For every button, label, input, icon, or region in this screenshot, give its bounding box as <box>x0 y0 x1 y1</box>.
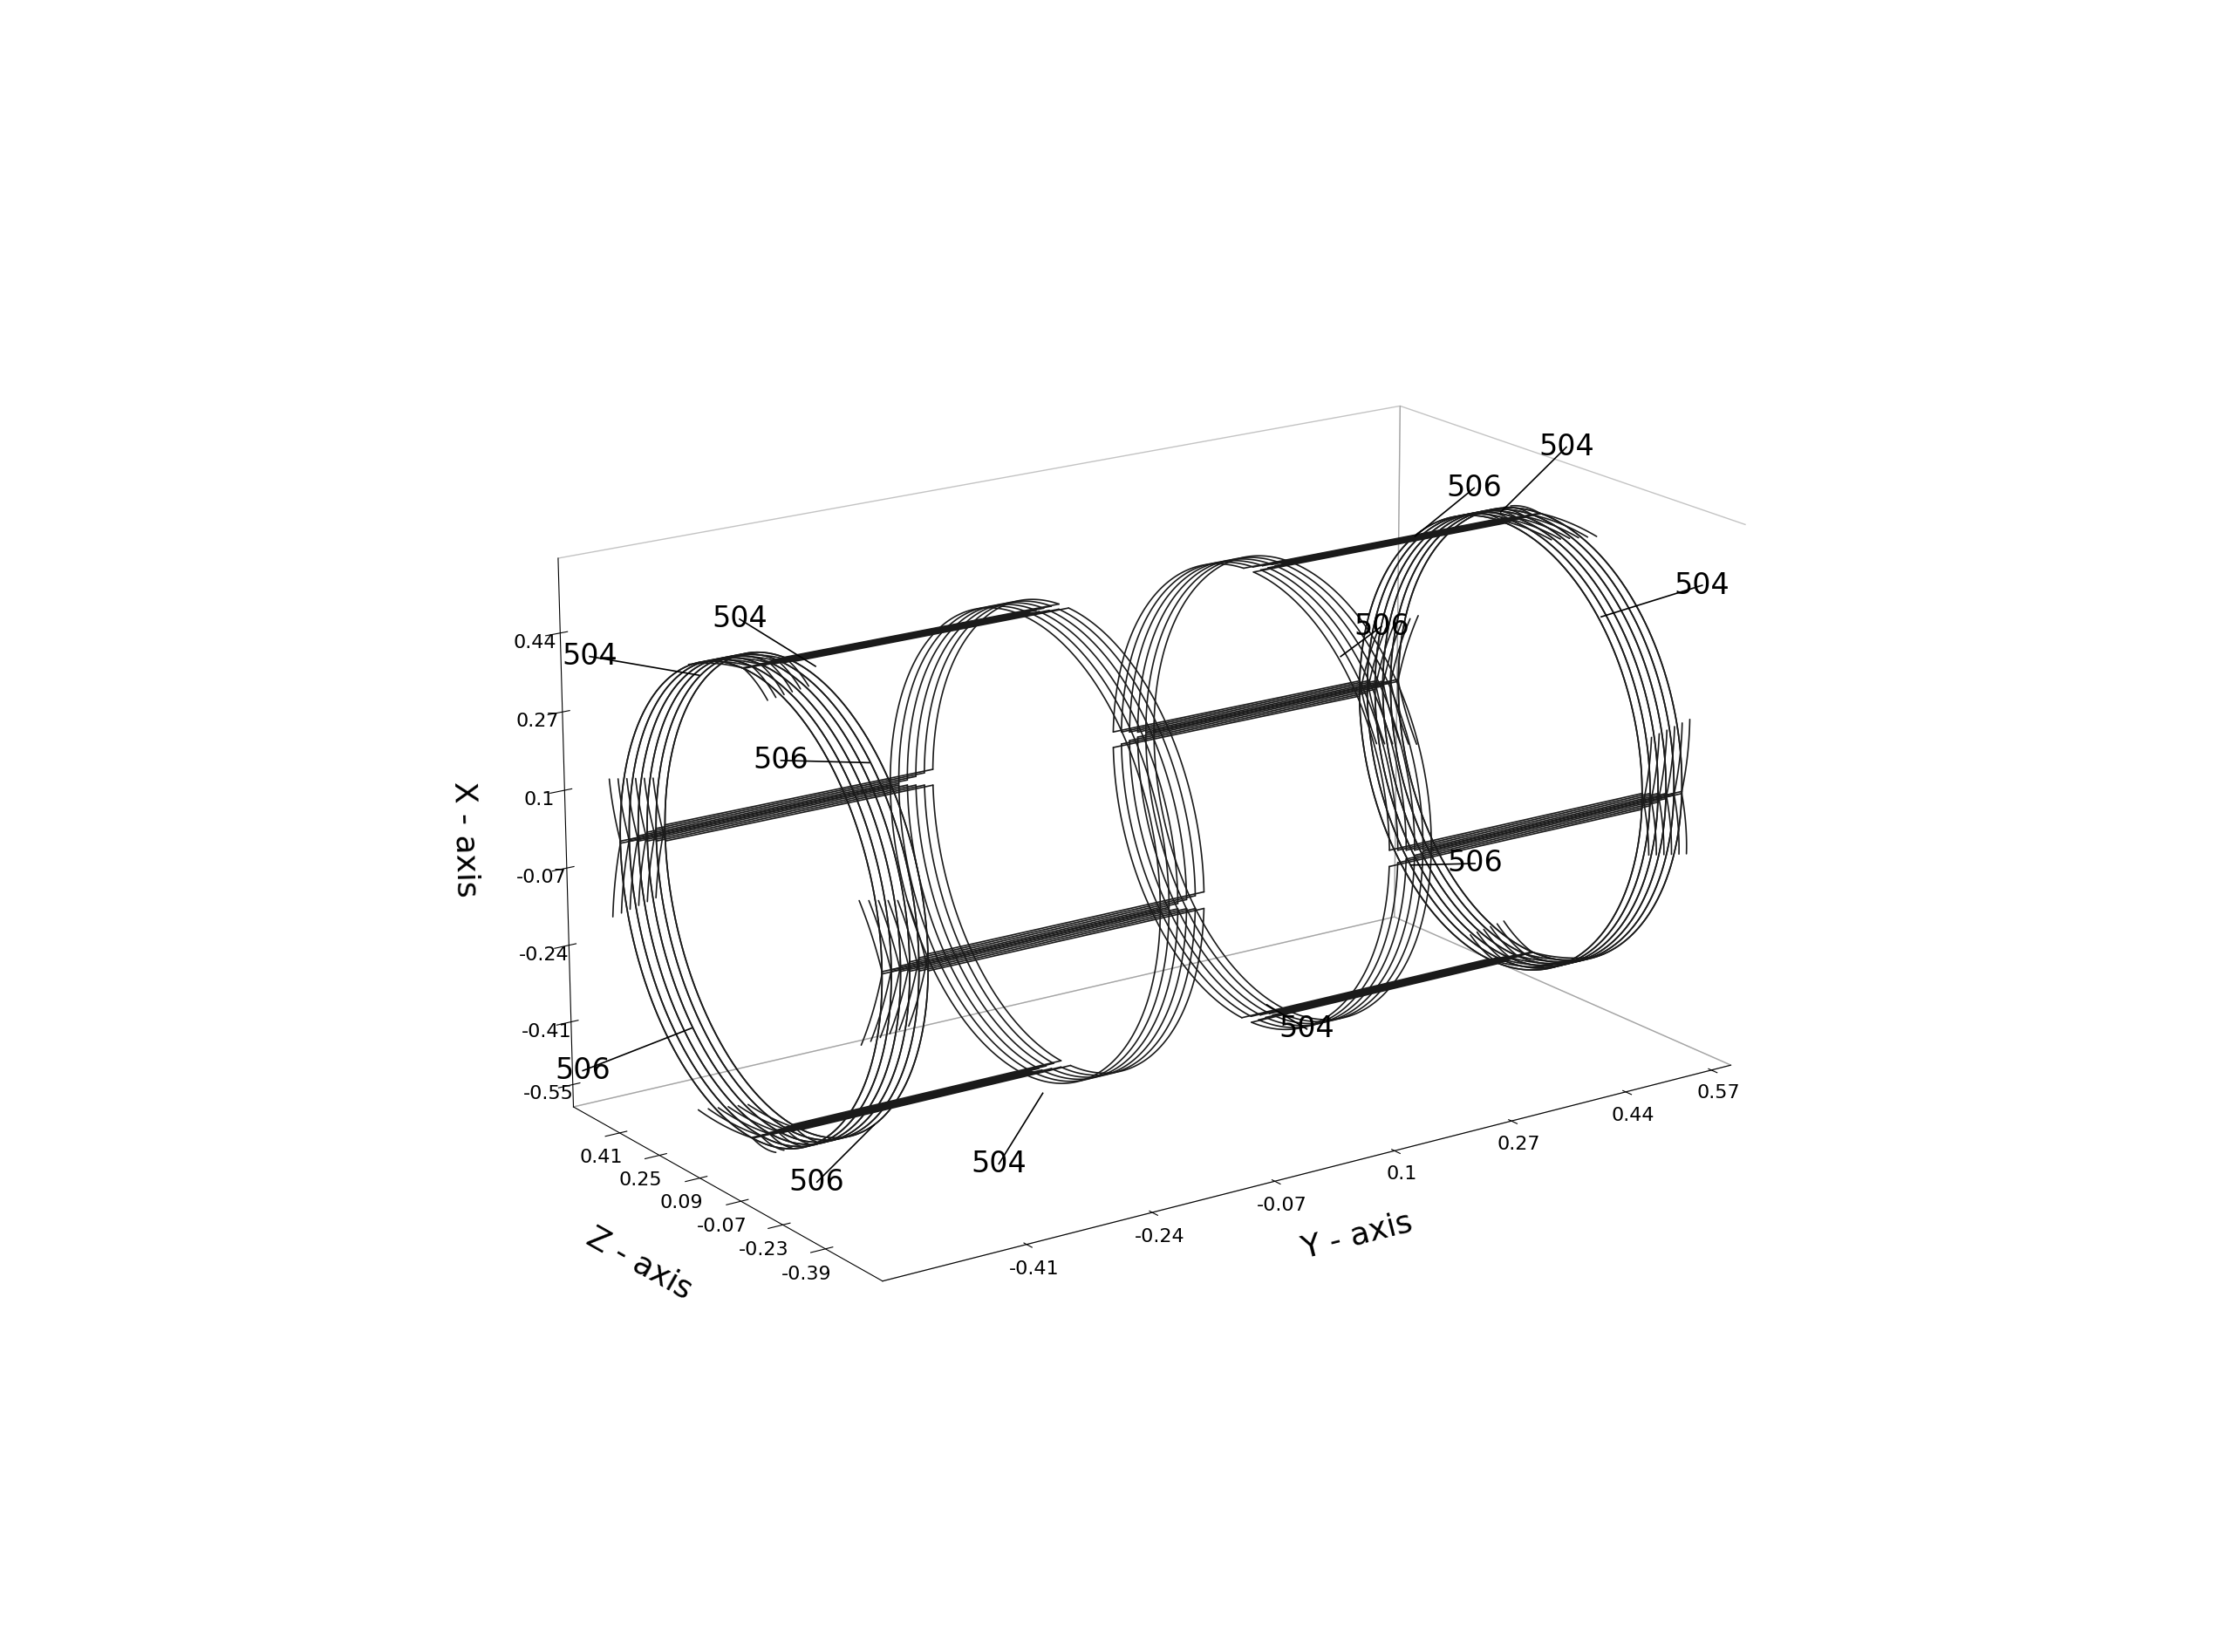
Y-axis label: Z - axis: Z - axis <box>580 1222 696 1305</box>
X-axis label: Y - axis: Y - axis <box>1297 1208 1414 1264</box>
